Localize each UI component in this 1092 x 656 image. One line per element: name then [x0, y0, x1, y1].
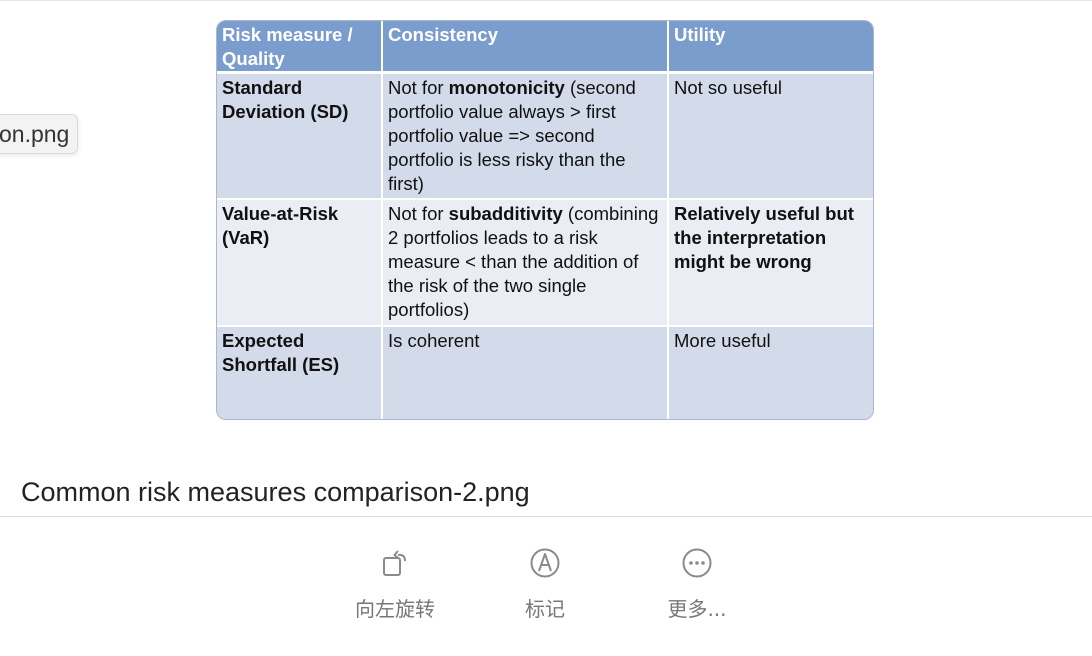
- consistency-text: Is coherent: [388, 329, 480, 351]
- table-row: Value-at-Risk (VaR) Not for subadditivit…: [217, 198, 873, 327]
- markup-icon: [530, 548, 560, 578]
- markup-label: 标记: [525, 597, 565, 621]
- rotate-left-button[interactable]: 向左旋转: [330, 540, 460, 622]
- header-risk-measure: Risk measure / Quality: [217, 21, 383, 74]
- row-utility: Not so useful: [668, 72, 873, 200]
- rotate-left-label: 向左旋转: [355, 597, 435, 621]
- consistency-text: Not for: [388, 77, 449, 98]
- consistency-explanation: (second portfolio value always > first p…: [388, 77, 636, 194]
- header-consistency: Consistency: [382, 21, 669, 74]
- filename-chip-text: on.png: [0, 121, 70, 147]
- more-icon: [682, 548, 712, 578]
- table-row: Standard Deviation (SD) Not for monotoni…: [217, 72, 873, 200]
- consistency-property: monotonicity: [448, 77, 565, 98]
- more-label: 更多...: [667, 597, 727, 621]
- row-consistency: Not for subadditivity (combining 2 portf…: [382, 198, 669, 327]
- rotate-left-icon: [383, 550, 406, 576]
- image-actions-toolbar: 向左旋转 标记 更多...: [330, 540, 750, 640]
- more-button[interactable]: 更多...: [632, 540, 762, 622]
- consistency-text: Not for: [388, 202, 449, 224]
- row-measure: Standard Deviation (SD): [217, 72, 383, 200]
- comparison-table-image: Risk measure / Quality Consistency Utili…: [216, 20, 874, 420]
- row-measure: Value-at-Risk (VaR): [217, 198, 383, 327]
- markup-button[interactable]: 标记: [480, 540, 610, 622]
- header-utility: Utility: [668, 21, 873, 74]
- row-utility: More useful: [668, 325, 873, 419]
- filename-chip[interactable]: on.png: [0, 114, 79, 154]
- row-consistency: Is coherent: [382, 325, 669, 419]
- row-measure: Expected Shortfall (ES): [217, 325, 383, 419]
- row-utility: Relatively useful but the interpretation…: [668, 198, 873, 327]
- image-filename-title: Common risk measures comparison-2.png: [21, 477, 530, 507]
- row-consistency: Not for monotonicity (second portfolio v…: [382, 72, 669, 200]
- toolbar-divider: [0, 516, 1092, 517]
- top-divider: [0, 0, 1092, 1]
- risk-measures-table: Risk measure / Quality Consistency Utili…: [217, 21, 873, 419]
- table-header-row: Risk measure / Quality Consistency Utili…: [217, 21, 873, 74]
- consistency-property: subadditivity: [448, 202, 563, 224]
- consistency-explanation: (combining 2 portfolios leads to a risk …: [388, 202, 659, 320]
- table-row: Expected Shortfall (ES) Is coherent More…: [217, 325, 873, 419]
